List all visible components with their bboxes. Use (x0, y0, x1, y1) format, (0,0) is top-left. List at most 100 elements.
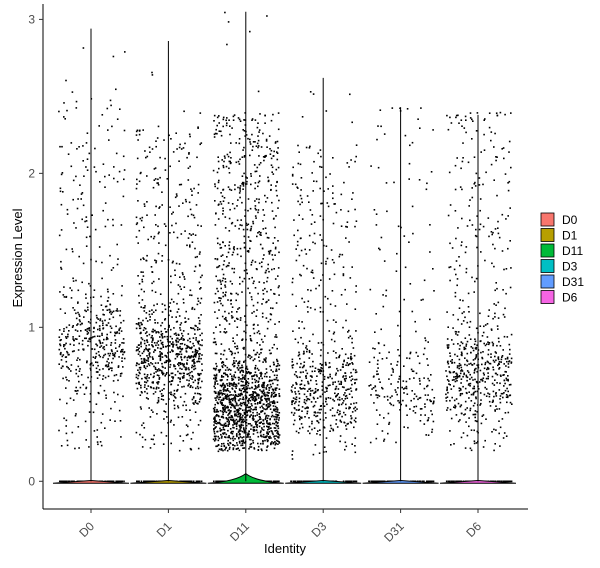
data-point (200, 225, 202, 227)
data-point (243, 146, 245, 149)
data-point (336, 426, 339, 428)
data-point (262, 361, 264, 363)
data-point (299, 273, 301, 276)
data-point (278, 480, 280, 483)
data-point (100, 345, 103, 347)
data-point (119, 420, 122, 422)
data-point (122, 338, 125, 340)
data-point (62, 354, 65, 356)
data-point (104, 225, 107, 228)
data-point (184, 230, 186, 232)
data-point (459, 364, 462, 366)
data-point (91, 348, 94, 350)
data-point (472, 379, 474, 381)
data-point (188, 374, 191, 377)
data-point (290, 480, 292, 483)
data-point (309, 145, 311, 148)
data-point (65, 337, 68, 339)
data-point (274, 416, 277, 418)
data-point (355, 378, 358, 381)
data-point (143, 342, 146, 345)
data-point (92, 296, 95, 298)
data-point (324, 391, 326, 393)
data-point (254, 420, 256, 423)
data-point (306, 306, 309, 308)
data-point (453, 376, 455, 378)
data-point (173, 364, 175, 366)
data-point (238, 436, 240, 439)
data-point (378, 352, 381, 354)
data-point (275, 334, 277, 336)
data-point (198, 320, 201, 322)
data-point (266, 408, 268, 410)
data-point (198, 379, 200, 381)
data-point (151, 148, 154, 150)
data-point (385, 357, 388, 359)
data-point (239, 319, 242, 321)
data-point (105, 344, 108, 346)
data-point (161, 372, 163, 374)
data-point (336, 394, 338, 396)
data-point (222, 376, 225, 378)
data-point (458, 387, 461, 389)
data-point (456, 284, 458, 287)
data-point (321, 363, 324, 366)
data-point (420, 299, 423, 301)
data-point (303, 301, 306, 303)
data-point (260, 348, 262, 351)
data-point (277, 128, 280, 131)
data-point (143, 359, 145, 361)
data-point (474, 234, 477, 237)
data-point (215, 420, 218, 423)
data-point (427, 364, 429, 366)
data-point (338, 396, 341, 399)
data-point (271, 210, 274, 212)
data-point (319, 418, 322, 421)
data-point (192, 342, 194, 345)
data-point (215, 275, 217, 278)
data-point (229, 208, 231, 211)
data-point (68, 324, 71, 326)
data-point (80, 193, 83, 195)
data-point (141, 352, 144, 355)
data-point (110, 342, 113, 344)
data-point (501, 356, 503, 358)
data-point (60, 260, 62, 263)
data-point (165, 361, 167, 364)
data-point (174, 396, 176, 398)
data-point (230, 418, 232, 421)
data-point (354, 417, 357, 419)
data-point (266, 385, 268, 387)
data-point (191, 346, 193, 349)
data-point (354, 451, 357, 454)
data-point (165, 356, 168, 358)
data-point (275, 429, 278, 432)
data-point (262, 429, 265, 431)
data-point (493, 179, 495, 181)
data-point (194, 333, 196, 335)
data-point (464, 337, 467, 339)
data-point (168, 359, 171, 361)
data-point (249, 143, 252, 145)
data-point (225, 425, 227, 427)
data-point (189, 357, 191, 359)
data-point (185, 347, 187, 350)
data-point (63, 330, 65, 332)
data-point (220, 358, 222, 360)
data-point (268, 135, 271, 137)
data-point (68, 353, 70, 356)
data-point (225, 165, 228, 168)
data-point (196, 303, 199, 306)
data-point (388, 421, 391, 424)
data-point (294, 183, 297, 186)
data-point (301, 321, 303, 323)
data-point (221, 365, 223, 367)
data-point (251, 417, 254, 420)
data-point (231, 432, 234, 435)
data-point (196, 326, 199, 329)
data-point (258, 180, 261, 182)
data-point (221, 366, 224, 369)
data-point (170, 275, 172, 278)
data-point (176, 311, 179, 313)
data-point (270, 149, 273, 152)
